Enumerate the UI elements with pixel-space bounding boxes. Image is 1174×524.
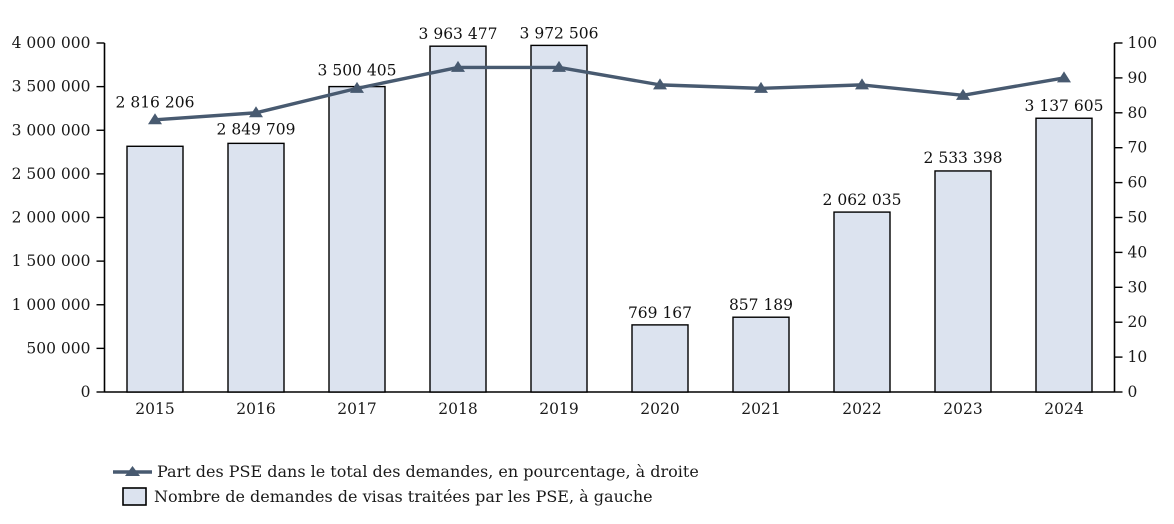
bar-2019 <box>530 44 588 393</box>
bar-2022 <box>833 211 891 393</box>
left-axis-tick-label: 2 500 000 <box>12 165 91 183</box>
bar-value-label-2021: 857 189 <box>729 296 793 314</box>
right-axis-tick-label: 0 <box>1128 383 1138 401</box>
x-axis-label-2021: 2021 <box>741 400 780 418</box>
line-marker-2019 <box>552 60 566 72</box>
bar-value-label-2020: 769 167 <box>628 304 692 322</box>
left-axis-tick-label: 4 000 000 <box>12 34 91 52</box>
legend-label-bar: Nombre de demandes de visas traitées par… <box>154 487 653 506</box>
right-axis-tick-label: 20 <box>1128 313 1148 331</box>
x-axis-label-2019: 2019 <box>539 400 578 418</box>
left-axis-tick-label: 3 000 000 <box>12 121 91 139</box>
bar-value-label-2018: 3 963 477 <box>419 25 498 43</box>
chart-legend: Part des PSE dans le total des demandes,… <box>112 461 699 507</box>
left-axis-tick-label: 1 500 000 <box>12 252 91 270</box>
bar-2018 <box>429 45 487 393</box>
legend-item-line: Part des PSE dans le total des demandes,… <box>112 461 699 482</box>
x-axis-label-2016: 2016 <box>236 400 275 418</box>
x-axis-label-2018: 2018 <box>438 400 477 418</box>
x-axis-label-2022: 2022 <box>842 400 881 418</box>
line-marker-2017 <box>350 81 364 93</box>
bar-2024 <box>1035 117 1093 393</box>
bar-2017 <box>328 85 386 393</box>
x-axis-label-2017: 2017 <box>337 400 376 418</box>
right-axis-tick-label: 10 <box>1128 348 1148 366</box>
bar-value-label-2016: 2 849 709 <box>217 120 296 138</box>
right-axis-tick-label: 80 <box>1128 104 1148 122</box>
bar-value-label-2024: 3 137 605 <box>1025 97 1104 115</box>
x-axis-label-2015: 2015 <box>135 400 174 418</box>
line-marker-2016 <box>249 106 263 118</box>
x-axis-label-2023: 2023 <box>943 400 982 418</box>
right-axis-tick-label: 100 <box>1128 34 1158 52</box>
bar-value-label-2019: 3 972 506 <box>520 24 599 42</box>
line-marker-2023 <box>956 88 970 100</box>
right-axis-tick-label: 30 <box>1128 278 1148 296</box>
bar-2020 <box>631 324 689 393</box>
legend-label-line: Part des PSE dans le total des demandes,… <box>157 462 699 481</box>
left-axis-tick-label: 3 500 000 <box>12 78 91 96</box>
percentage-line <box>154 65 1065 122</box>
bar-value-label-2023: 2 533 398 <box>924 149 1003 167</box>
left-axis-tick-label: 2 000 000 <box>12 209 91 227</box>
line-marker-2015 <box>148 113 162 125</box>
right-axis-tick-label: 70 <box>1128 139 1148 157</box>
bar-2021 <box>732 316 790 393</box>
line-marker-2024 <box>1057 71 1071 83</box>
line-marker-2018 <box>451 60 465 72</box>
left-axis-tick-label: 1 000 000 <box>12 296 91 314</box>
bar-2023 <box>934 170 992 393</box>
bar-value-label-2017: 3 500 405 <box>318 62 397 80</box>
right-axis-tick-label: 90 <box>1128 69 1148 87</box>
right-axis-tick-label: 40 <box>1128 243 1148 261</box>
left-axis-tick-label: 0 <box>81 383 91 401</box>
line-marker-2021 <box>754 81 768 93</box>
bar-2015 <box>126 145 184 393</box>
line-marker-2022 <box>855 78 869 90</box>
x-axis-label-2024: 2024 <box>1044 400 1084 418</box>
line-marker-2020 <box>653 78 667 90</box>
x-axis-label-2020: 2020 <box>640 400 679 418</box>
bar-value-label-2022: 2 062 035 <box>823 191 902 209</box>
bar-2016 <box>227 142 285 393</box>
legend-item-bar: Nombre de demandes de visas traitées par… <box>112 486 699 507</box>
combo-chart: 0 500 000 1 000 000 1 500 000 2 000 000 2 500… <box>12 24 1158 418</box>
bar-value-label-2015: 2 816 206 <box>116 93 195 111</box>
left-axis-tick-label: 500 000 <box>26 339 90 357</box>
line-marker-swatch-icon <box>113 466 152 476</box>
right-axis-tick-label: 50 <box>1128 209 1148 227</box>
right-axis-tick-label: 60 <box>1128 174 1148 192</box>
bar-swatch-icon <box>122 487 147 506</box>
